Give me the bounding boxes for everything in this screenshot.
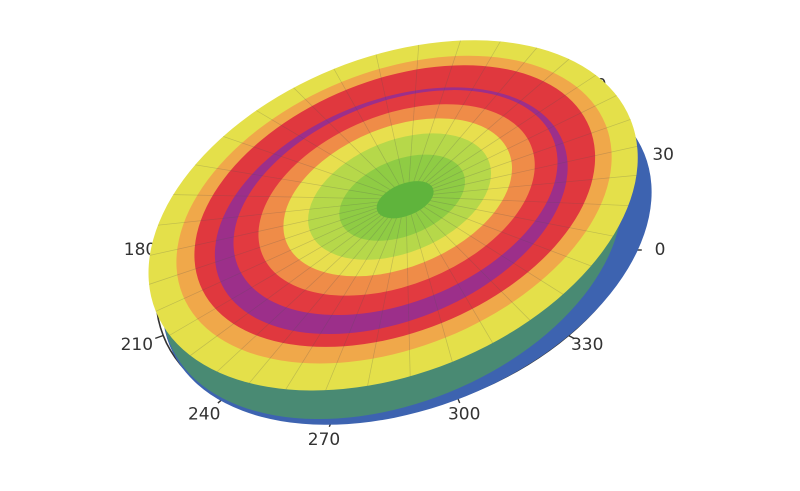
mesh-line	[427, 203, 592, 267]
surface-mesh	[148, 40, 638, 391]
theta-tick-label: 300	[448, 405, 480, 425]
surface	[148, 40, 652, 425]
mesh-line	[173, 194, 380, 200]
mesh-line	[418, 41, 501, 182]
mesh-line	[293, 87, 395, 188]
mesh-line	[190, 215, 382, 356]
mesh-line	[432, 119, 631, 189]
mesh-line	[429, 74, 597, 185]
mesh-line	[432, 197, 629, 206]
theta-tick-label: 240	[188, 405, 220, 425]
mesh-line	[256, 110, 391, 190]
mesh-line	[413, 40, 461, 182]
mesh-line	[149, 204, 378, 256]
theta-tick-label: 270	[308, 430, 340, 450]
mesh-line	[155, 210, 378, 312]
tick-mark	[155, 334, 164, 340]
mesh-line	[333, 68, 400, 186]
mesh-line	[426, 58, 570, 183]
theta-tick-label: 210	[121, 335, 153, 355]
mesh-line	[325, 218, 397, 391]
mesh-line	[195, 164, 383, 196]
mesh-line	[169, 213, 379, 336]
mesh-line	[422, 47, 538, 182]
mesh-line	[285, 218, 393, 390]
mesh-line	[430, 200, 614, 237]
theta-tick-label: 330	[571, 335, 603, 355]
mesh-line	[431, 95, 617, 187]
mesh-line	[433, 146, 638, 192]
mesh-line	[415, 212, 493, 344]
mesh-line	[408, 44, 420, 182]
mesh-line	[249, 217, 388, 384]
mesh-line	[216, 216, 385, 372]
mesh-line	[433, 175, 637, 195]
mesh-line	[410, 214, 453, 362]
theta-tick-label: 30	[652, 145, 674, 165]
theta-tick-label: 180	[124, 240, 156, 260]
theta-tick-label: 0	[655, 240, 666, 260]
surface-ring	[376, 181, 434, 219]
mesh-line	[375, 54, 405, 184]
tick-mark	[568, 334, 575, 339]
mesh-line	[420, 209, 531, 321]
mesh-line	[223, 136, 387, 193]
mesh-line	[367, 217, 402, 386]
mesh-line	[424, 206, 564, 295]
mesh-line	[148, 207, 377, 285]
mesh-line	[157, 201, 379, 226]
mesh-line	[405, 216, 411, 377]
